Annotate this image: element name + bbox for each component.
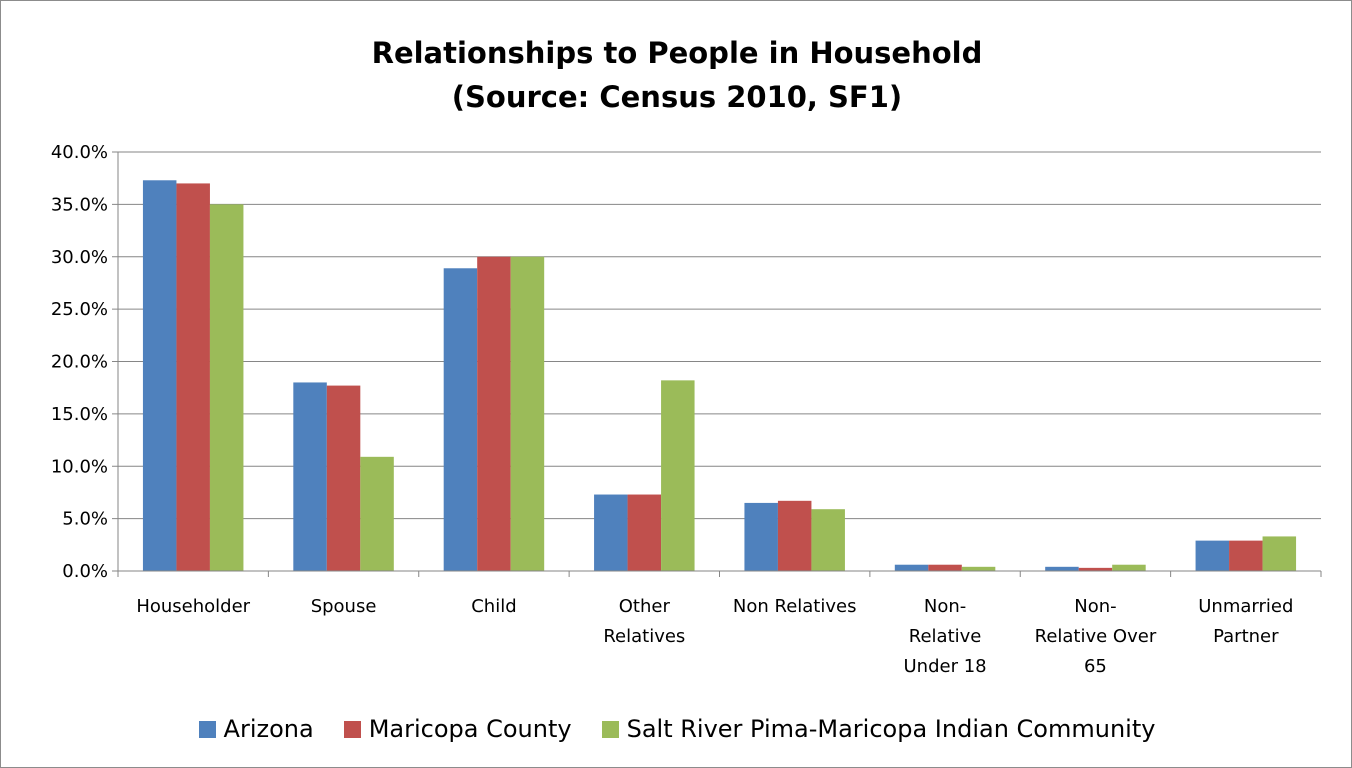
y-tick-label: 5.0%	[62, 509, 108, 530]
chart-title: Relationships to People in Household (So…	[1, 31, 1352, 119]
bar	[928, 564, 962, 571]
bar	[209, 204, 244, 571]
bar	[811, 509, 845, 571]
legend-item-maricopa-county: Maricopa County	[343, 715, 572, 743]
x-category-label: Householder	[136, 596, 250, 617]
bar	[326, 385, 361, 571]
bar	[443, 268, 478, 571]
bar	[176, 183, 210, 572]
bar	[661, 380, 695, 571]
bar	[744, 502, 778, 571]
bar	[510, 256, 545, 571]
x-category-label: Non Relatives	[733, 596, 857, 617]
x-category-label: Other Relatives	[603, 596, 685, 647]
bar	[1112, 564, 1146, 571]
legend: Arizona Maricopa County Salt River Pima-…	[1, 707, 1352, 751]
y-tick-label: 30.0%	[51, 247, 108, 268]
x-category-label: Non-Relative Over 65	[1035, 596, 1157, 677]
bar	[961, 566, 996, 571]
chart-title-line-2: (Source: Census 2010, SF1)	[451, 80, 903, 114]
bar	[1078, 567, 1113, 571]
chart-title-line-1: Relationships to People in Household	[371, 36, 983, 70]
bar	[142, 180, 177, 571]
bar	[894, 564, 929, 571]
bar	[777, 500, 812, 571]
legend-label-salt-river: Salt River Pima-Maricopa Indian Communit…	[626, 715, 1156, 743]
bar	[293, 382, 327, 571]
bar	[1229, 540, 1263, 571]
bar	[1262, 536, 1297, 571]
plot-area: 0.0% 5.0% 10.0% 15.0% 20.0% 25.0% 30.0% 35.0% 40…	[51, 142, 1322, 677]
bar	[1045, 566, 1079, 571]
y-tick-label: 20.0%	[51, 352, 108, 373]
bar	[1195, 540, 1230, 571]
y-tick-label: 10.0%	[51, 456, 108, 477]
bar	[360, 456, 394, 571]
bar	[477, 256, 511, 571]
legend-swatch-salt-river	[601, 720, 619, 738]
legend-swatch-arizona	[198, 720, 216, 738]
y-tick-label: 15.0%	[51, 404, 108, 425]
y-tick-label: 35.0%	[51, 194, 108, 215]
bar	[594, 494, 628, 571]
legend-label-maricopa-county: Maricopa County	[368, 715, 572, 743]
legend-item-arizona: Arizona	[198, 715, 314, 743]
x-category-label: Unmarried Partner	[1198, 596, 1293, 647]
y-tick-label: 40.0%	[51, 142, 108, 163]
y-tick-label: 0.0%	[62, 561, 108, 582]
bar	[627, 494, 662, 571]
legend-item-salt-river: Salt River Pima-Maricopa Indian Communit…	[601, 715, 1156, 743]
legend-swatch-maricopa-county	[343, 720, 361, 738]
y-tick-label: 25.0%	[51, 299, 108, 320]
x-category-label: Non-Relative Under 18	[904, 596, 987, 677]
x-category-label: Child	[471, 596, 516, 617]
x-category-label: Spouse	[311, 596, 377, 617]
legend-label-arizona: Arizona	[223, 715, 314, 743]
